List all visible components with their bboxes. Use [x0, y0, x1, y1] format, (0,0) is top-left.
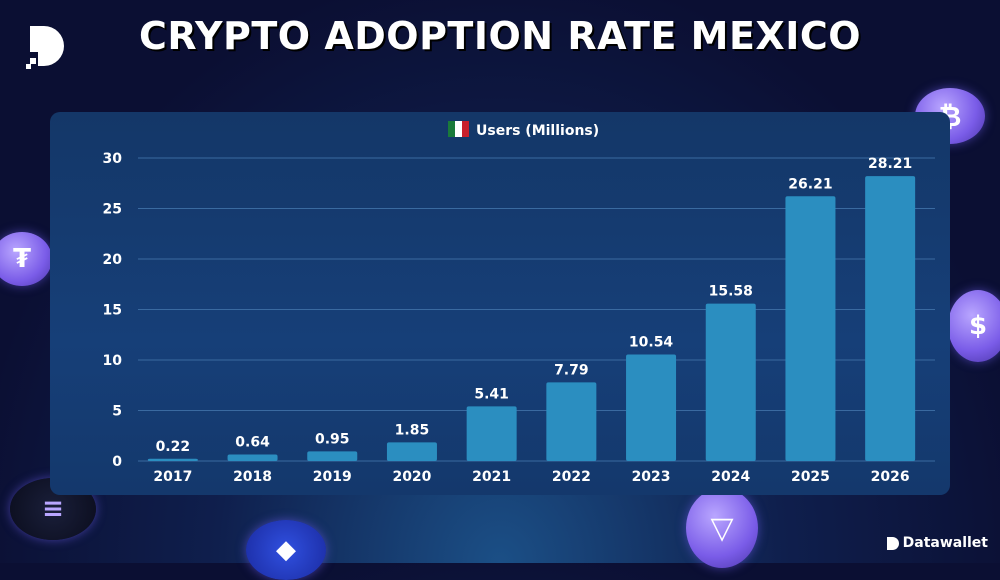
bar-2025 [785, 196, 836, 462]
mexico-flag-icon [448, 121, 469, 137]
usdc-coin-icon: $ [948, 290, 1000, 362]
x-tick-label: 2022 [552, 469, 591, 485]
x-tick-label: 2018 [233, 469, 272, 485]
legend-label: Users (Millions) [476, 123, 599, 139]
data-label: 5.41 [474, 386, 509, 402]
x-tick-label: 2024 [711, 469, 750, 485]
y-tick-label: 20 [103, 252, 123, 268]
y-tick-label: 25 [103, 202, 122, 218]
bar-chart: Users (Millions)0510152025300.2220170.64… [103, 121, 935, 485]
x-tick-label: 2020 [392, 469, 431, 485]
data-label: 26.21 [788, 176, 832, 192]
y-tick-label: 10 [103, 353, 123, 369]
bar-2020 [386, 442, 437, 461]
y-tick-label: 0 [112, 454, 122, 470]
x-tick-label: 2017 [153, 469, 192, 485]
bar-2022 [546, 382, 597, 461]
x-tick-label: 2026 [871, 469, 910, 485]
bar-2026 [865, 176, 916, 462]
bar-2019 [307, 451, 358, 461]
x-tick-label: 2021 [472, 469, 511, 485]
y-tick-label: 15 [103, 303, 122, 319]
bar-2017 [147, 458, 198, 461]
bar-2018 [227, 454, 278, 461]
page-title: CRYPTO ADOPTION RATE MEXICO [138, 14, 862, 58]
y-tick-label: 5 [112, 404, 122, 420]
data-label: 28.21 [868, 156, 912, 172]
data-label: 1.85 [395, 422, 430, 438]
brand-name: Datawallet [902, 535, 988, 551]
bar-2024 [705, 303, 756, 461]
x-tick-label: 2019 [313, 469, 352, 485]
tron-coin-icon: ▽ [686, 488, 758, 568]
bar-2023 [626, 354, 677, 461]
data-label: 0.22 [156, 439, 191, 455]
data-label: 7.79 [554, 362, 589, 378]
brand-footer: Datawallet [886, 535, 988, 551]
y-tick-label: 30 [103, 151, 123, 167]
tether-coin-icon: ₮ [0, 232, 52, 286]
data-label: 15.58 [709, 284, 753, 300]
bar-2021 [466, 406, 517, 461]
data-label: 0.64 [235, 435, 270, 451]
data-label: 10.54 [629, 335, 674, 351]
datawallet-logo-icon [886, 536, 899, 550]
x-tick-label: 2025 [791, 469, 830, 485]
data-label: 0.95 [315, 431, 350, 447]
datawallet-logo [26, 22, 68, 70]
x-tick-label: 2023 [632, 469, 671, 485]
